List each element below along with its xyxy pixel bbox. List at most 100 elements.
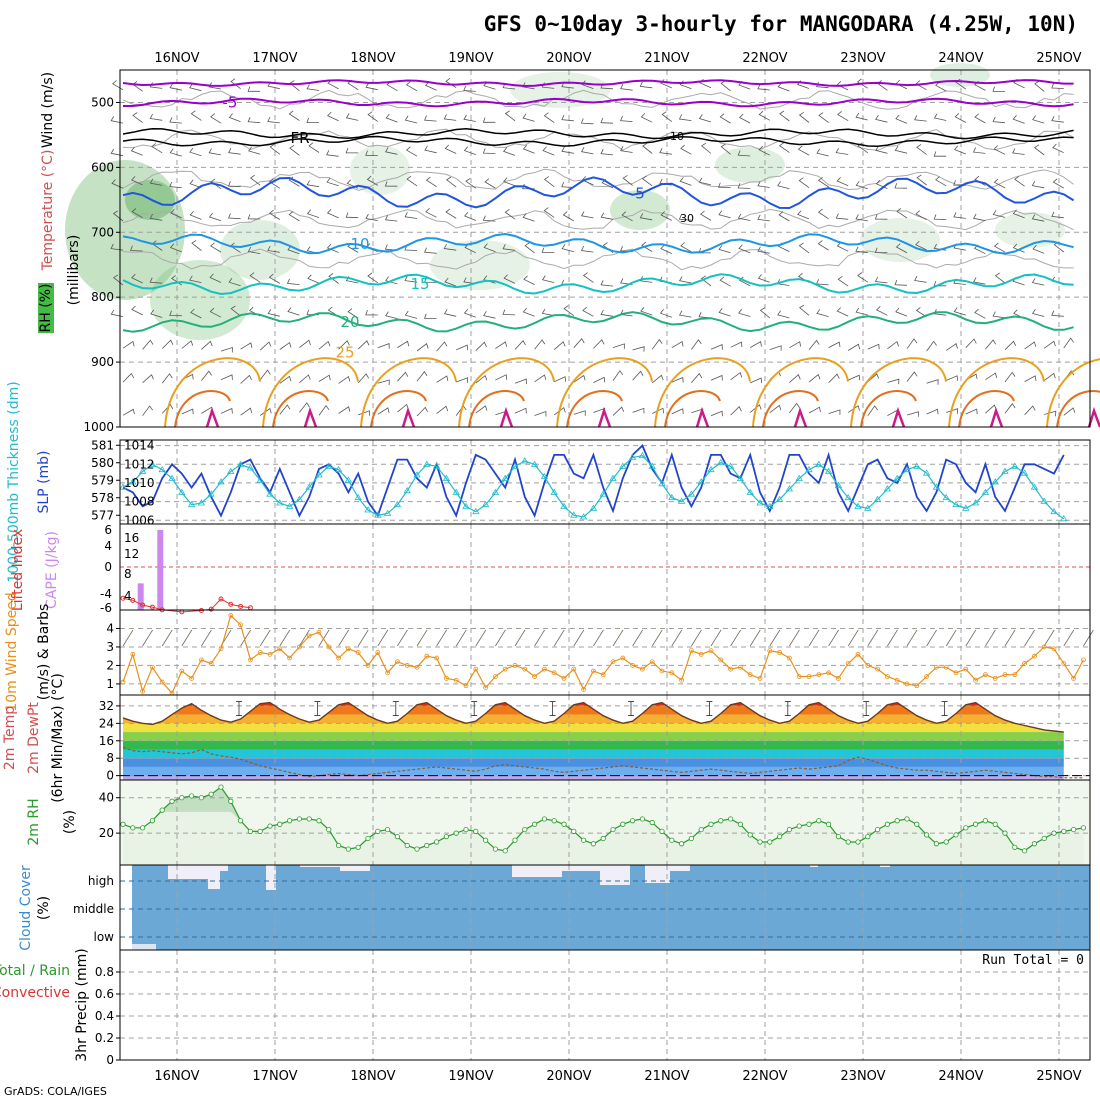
x-tick-label-bottom: 20NOV (546, 1069, 591, 1084)
rh-point (208, 791, 214, 797)
precip-axis-label: 3hr Precip (mm) (74, 948, 90, 1061)
wind-barb (247, 117, 261, 123)
wind-barb (142, 374, 154, 384)
y-tick-label: 577 (91, 508, 114, 522)
surface-wind-barb (749, 629, 761, 647)
wind-speed-point (836, 675, 841, 681)
wind-barb (230, 305, 241, 317)
wind-speed-point (238, 622, 244, 628)
wind-barb (404, 310, 418, 319)
y-tick-label: 0.2 (95, 1031, 114, 1045)
wind-speed-point (394, 659, 400, 665)
wind-barb (758, 110, 770, 121)
wind-barb (874, 214, 888, 220)
rh-legend-swatch (38, 283, 54, 333)
wind-barb (593, 376, 606, 383)
wind-barb (543, 176, 555, 188)
thickness-point (922, 469, 931, 476)
wind-barb (220, 374, 233, 381)
thickness-point (334, 465, 343, 473)
wind-barb (710, 344, 723, 350)
wind-barb (798, 111, 810, 123)
lifted-index-point (140, 602, 146, 608)
rh-point (179, 795, 185, 801)
surface-wind-barb (416, 629, 428, 647)
wind-barb (612, 370, 624, 381)
wind-barb (122, 372, 135, 383)
x-tick-label-top: 25NOV (1036, 51, 1081, 66)
wind-barb (757, 246, 770, 254)
wind-barb (738, 276, 751, 287)
wind-barb (384, 215, 398, 222)
wind-barb (189, 83, 202, 92)
x-tick-label-bottom: 22NOV (742, 1069, 787, 1084)
wind-barb (789, 374, 801, 383)
cloud-level-label: high (88, 874, 114, 888)
wind-barb (759, 307, 771, 319)
wind-speed-point (453, 677, 459, 683)
thickness-point (158, 465, 166, 473)
y-tick-label: 579 (91, 473, 114, 487)
wind-barb (1034, 80, 1045, 92)
wind-speed-point (679, 677, 684, 683)
wind-barb (149, 213, 163, 221)
cloud-gap (220, 865, 228, 871)
wind-speed-point (728, 666, 733, 672)
thickness-point (217, 478, 225, 485)
rh2m-unit-label: (%) (62, 810, 78, 834)
wind-barb (730, 371, 743, 381)
thickness-point (677, 497, 686, 504)
wind-barb (110, 116, 124, 124)
rh-blob (220, 220, 300, 280)
isotherm-25-arch (262, 357, 359, 428)
wind-barb (482, 148, 496, 154)
wind-barb (495, 374, 508, 381)
wind-barb (679, 177, 692, 186)
temp-max-whisker (236, 701, 242, 716)
wind-barb (719, 276, 731, 287)
grid-lines (120, 70, 1090, 1060)
wind-barb (424, 145, 437, 154)
wind-barb (482, 117, 496, 123)
y-tick-label: 700 (91, 225, 114, 239)
wind-barb (582, 306, 594, 317)
wind-barb (1024, 405, 1036, 416)
wind-barb (855, 246, 868, 254)
wind-barb (328, 273, 339, 284)
wind-barb (465, 178, 477, 189)
wind-barb (289, 144, 300, 156)
thickness-point (501, 474, 509, 481)
x-tick-label-top: 22NOV (742, 51, 787, 66)
rh-point (904, 816, 910, 822)
rh-point (747, 832, 753, 838)
wind-barb (365, 309, 378, 316)
wind-barb (953, 307, 966, 316)
rh-point (806, 821, 812, 827)
wind-barb (416, 371, 428, 382)
y-tick-label: 581 (91, 438, 114, 452)
wind-barb (279, 375, 292, 384)
wind-barb (887, 340, 899, 350)
wind-barb (443, 114, 457, 121)
wind-barb (269, 178, 281, 189)
wind-barb (837, 275, 849, 287)
rh-point (825, 821, 832, 827)
thickness-point (913, 462, 921, 469)
temp-color-band (123, 714, 1064, 724)
wind-barb (190, 308, 202, 319)
wind-barb (1024, 375, 1037, 382)
wind-barb (1012, 209, 1025, 219)
thickness-point (726, 462, 735, 469)
surface-wind-barb (828, 629, 839, 647)
rh-point (708, 821, 714, 827)
wind-speed-point (934, 664, 939, 670)
wind-barb (357, 373, 370, 384)
wind-barb (446, 176, 457, 188)
thickness-point (550, 488, 558, 495)
wind-speed-point (306, 633, 312, 639)
wind-speed-point (816, 672, 822, 678)
surface-wind-barb (926, 629, 937, 647)
rh-point (972, 821, 979, 827)
wind-barb (992, 116, 1006, 124)
wind-speed-point (796, 674, 802, 679)
